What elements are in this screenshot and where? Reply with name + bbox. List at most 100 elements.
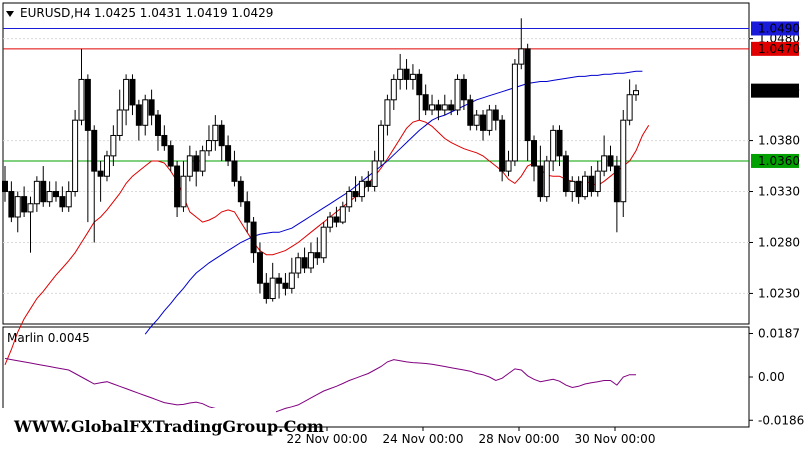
- candle: [282, 273, 289, 296]
- candle-body-bear: [588, 175, 595, 193]
- candle: [314, 237, 321, 265]
- candle-body-bull: [429, 104, 436, 111]
- candle-body-bear: [40, 180, 47, 203]
- candle: [607, 145, 614, 172]
- candle-body-bull: [384, 99, 391, 126]
- candle: [556, 125, 563, 167]
- osc-tick-label: 0.0187: [758, 327, 800, 341]
- candle-body-bear: [448, 104, 455, 111]
- candle-body-bear: [467, 99, 474, 126]
- candle-body-bear: [218, 124, 225, 147]
- candle-body-bull: [307, 252, 314, 269]
- candle-body-bear: [301, 257, 308, 269]
- candle-body-bear: [8, 191, 15, 218]
- candle: [435, 99, 442, 121]
- candle-body-bear: [282, 282, 289, 289]
- candle: [518, 18, 525, 70]
- candle-body-bear: [161, 134, 168, 147]
- candle: [295, 252, 302, 279]
- candle: [499, 115, 506, 182]
- candle: [537, 145, 544, 202]
- candle-body-bull: [550, 129, 557, 162]
- candle-body-bear: [613, 165, 620, 203]
- candle: [371, 150, 378, 192]
- candle: [193, 150, 200, 187]
- candle: [365, 171, 372, 192]
- candle: [333, 206, 340, 228]
- candle-body-bear: [21, 196, 28, 213]
- candle: [135, 99, 142, 141]
- candle-body-bear: [231, 160, 238, 182]
- candle-body-bull: [103, 155, 110, 177]
- candle-body-bear: [499, 119, 506, 172]
- candle-body-bear: [97, 170, 104, 177]
- candle-body-bull: [409, 73, 416, 80]
- candle: [154, 110, 161, 151]
- candle-body-bull: [371, 160, 378, 187]
- price-tick-label: 1.0230: [758, 286, 800, 300]
- candle-body-bear: [352, 191, 359, 198]
- candle: [543, 155, 550, 202]
- candle: [531, 135, 538, 182]
- candle-body-bull: [186, 155, 193, 177]
- candle: [569, 176, 576, 202]
- candle-body-bull: [518, 48, 525, 65]
- candle: [199, 145, 206, 177]
- candle: [231, 150, 238, 187]
- candle: [454, 74, 461, 116]
- candle-body-bull: [72, 119, 79, 193]
- current-price-label: 1.0429: [758, 84, 800, 98]
- candle-body-bear: [2, 180, 8, 193]
- price-tick-label: 1.0280: [758, 235, 800, 249]
- candle: [550, 125, 557, 172]
- candle: [327, 211, 334, 233]
- candle: [620, 110, 627, 217]
- candle: [103, 150, 110, 182]
- candle: [148, 89, 155, 126]
- candle: [601, 135, 608, 177]
- candle: [97, 160, 104, 202]
- candle: [358, 176, 365, 202]
- candle-body-bear: [174, 165, 181, 208]
- candle-body-bear: [250, 221, 257, 254]
- candle-body-bear: [91, 129, 98, 172]
- oscillator-axis: 0.0187 0.00 -0.0186: [749, 327, 804, 427]
- candle: [244, 191, 251, 233]
- candle-body-bear: [263, 282, 270, 300]
- candle-body-bull: [116, 109, 123, 136]
- candle-body-bear: [154, 114, 161, 136]
- candle-body-bull: [626, 94, 633, 121]
- triangle-down-icon[interactable]: [6, 11, 14, 17]
- candle: [505, 150, 512, 177]
- level-tag-label: 1.0470: [758, 42, 800, 56]
- candle-body-bull: [212, 124, 219, 142]
- current-price-tag: [751, 83, 799, 98]
- candle: [633, 84, 639, 101]
- ma-blue-line: [144, 70, 643, 335]
- candle: [91, 125, 98, 243]
- candle-body-bull: [569, 180, 576, 193]
- candle: [346, 186, 353, 212]
- level-tag-label: 1.0360: [758, 154, 800, 168]
- candle: [174, 160, 181, 217]
- candle-body-bull: [288, 272, 295, 289]
- candle-body-bull: [320, 226, 327, 259]
- price-tick-label: 1.0330: [758, 185, 800, 199]
- candle-body-bull: [601, 155, 608, 172]
- level-tag: [751, 41, 799, 56]
- candle-body-bear: [607, 155, 614, 167]
- candle-body-bull: [441, 104, 448, 111]
- candle-body-bear: [256, 252, 263, 284]
- candle: [212, 115, 219, 151]
- candle-body-bull: [454, 78, 461, 111]
- candle: [473, 110, 480, 131]
- candle-body-bull: [27, 203, 34, 213]
- candle-body-bear: [524, 48, 531, 142]
- candle: [441, 94, 448, 116]
- candle-body-bear: [276, 277, 283, 284]
- level-tag: [751, 153, 799, 168]
- osc-tick-label: 0.00: [758, 370, 785, 384]
- candle: [27, 196, 34, 253]
- candle-body-bull: [142, 99, 149, 126]
